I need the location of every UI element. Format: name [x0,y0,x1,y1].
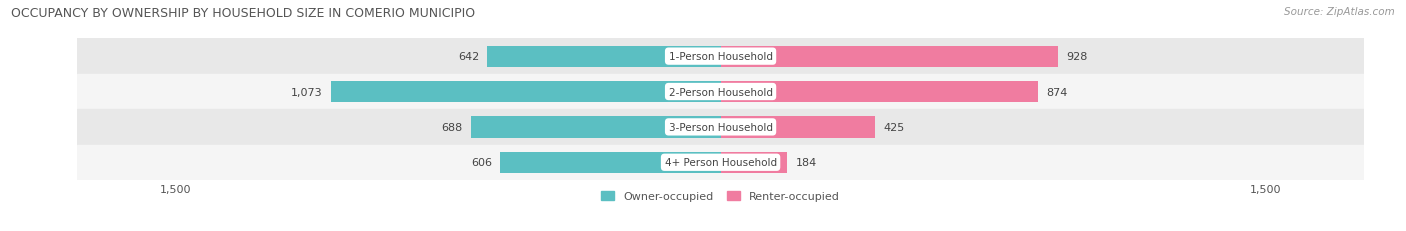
Text: 688: 688 [441,122,463,132]
Text: 874: 874 [1046,87,1067,97]
Bar [77,110,1364,145]
Legend: Owner-occupied, Renter-occupied: Owner-occupied, Renter-occupied [596,186,845,206]
Bar [721,46,1057,67]
Bar [77,145,1364,180]
Text: 642: 642 [458,52,479,62]
Text: 184: 184 [796,158,817,167]
Bar [721,82,1038,103]
Text: 1-Person Household: 1-Person Household [669,52,772,62]
Text: 928: 928 [1066,52,1087,62]
Bar [471,117,721,138]
Bar [77,39,1364,74]
Text: 3-Person Household: 3-Person Household [669,122,772,132]
Text: 2-Person Household: 2-Person Household [669,87,772,97]
Text: 1,073: 1,073 [291,87,322,97]
Bar [330,82,721,103]
Text: Source: ZipAtlas.com: Source: ZipAtlas.com [1284,7,1395,17]
Text: 4+ Person Household: 4+ Person Household [665,158,776,167]
Bar [721,152,787,173]
Bar [77,74,1364,110]
Bar [721,117,875,138]
Bar [488,46,721,67]
Bar [501,152,721,173]
Text: 606: 606 [471,158,492,167]
Text: OCCUPANCY BY OWNERSHIP BY HOUSEHOLD SIZE IN COMERIO MUNICIPIO: OCCUPANCY BY OWNERSHIP BY HOUSEHOLD SIZE… [11,7,475,20]
Text: 425: 425 [883,122,904,132]
